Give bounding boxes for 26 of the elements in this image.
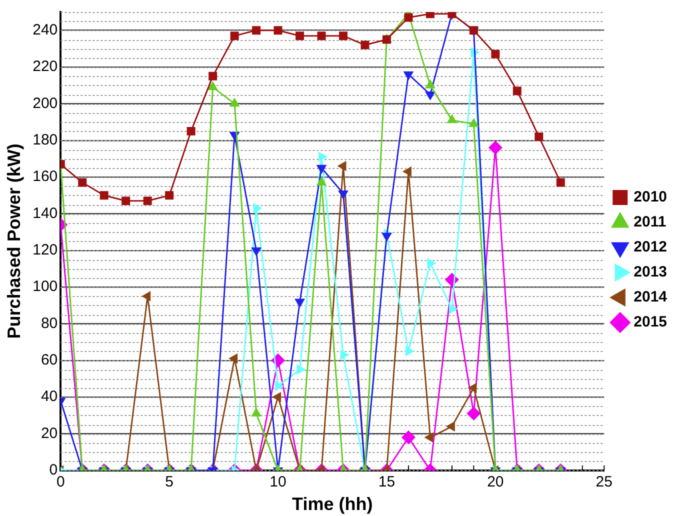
y-axis-title: Purchased Power (kW) — [4, 144, 24, 339]
legend-label: 2013 — [634, 264, 668, 281]
y-tick-label: 0 — [49, 462, 58, 479]
legend-label: 2010 — [634, 188, 668, 206]
x-axis-title: Time (hh) — [292, 494, 373, 514]
x-tick-label: 10 — [270, 474, 286, 491]
y-tick-label: 200 — [32, 94, 58, 112]
x-tick-label: 20 — [487, 474, 504, 491]
x-tick-label: 25 — [596, 474, 612, 491]
y-tick-label: 20 — [40, 424, 58, 442]
y-tick-label: 100 — [32, 278, 58, 296]
y-tick-label: 140 — [32, 204, 58, 222]
legend-label: 2014 — [634, 288, 668, 306]
y-tick-label: 80 — [40, 314, 58, 332]
y-tick-label: 220 — [32, 58, 58, 76]
legend-label: 2011 — [634, 214, 666, 231]
y-tick-label: 160 — [32, 168, 58, 186]
y-tick-label: 240 — [32, 21, 58, 38]
y-tick-label: 60 — [40, 352, 58, 369]
y-tick-label: 180 — [32, 131, 58, 148]
x-tick-label: 5 — [165, 474, 174, 491]
y-tick-label: 120 — [32, 242, 58, 259]
x-tick-label: 15 — [378, 474, 396, 491]
legend-label: 2012 — [634, 238, 668, 256]
legend-label: 2015 — [634, 314, 668, 331]
y-tick-label: 40 — [40, 388, 58, 406]
